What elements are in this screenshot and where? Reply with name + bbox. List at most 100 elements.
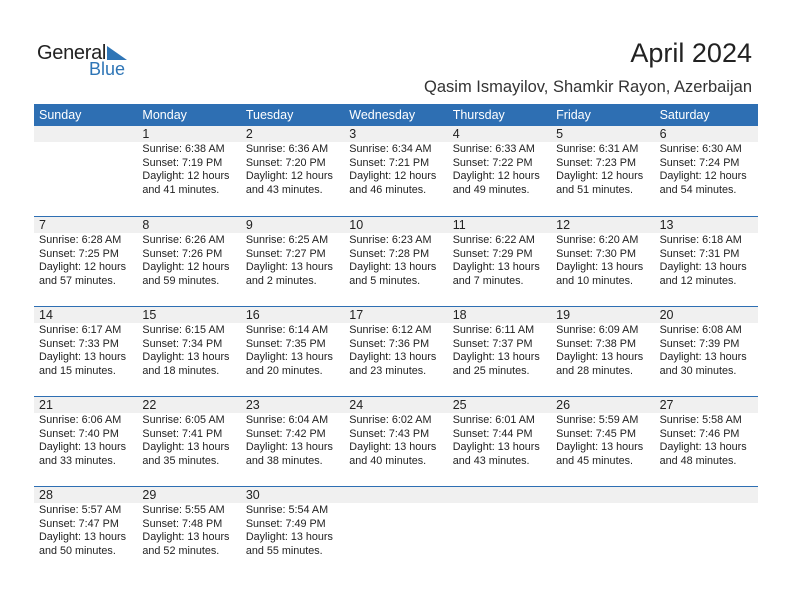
day-number: 17 <box>349 308 364 322</box>
day-number-band <box>34 126 758 142</box>
day-info: Sunrise: 6:33 AM Sunset: 7:22 PM Daylight:… <box>453 143 551 197</box>
day-daylight2: and 59 minutes. <box>142 274 220 287</box>
day-number: 6 <box>659 127 667 141</box>
day-info: Sunrise: 6:22 AM Sunset: 7:29 PM Daylight:… <box>453 234 551 288</box>
day-cell: 14 Sunrise: 6:17 AM Sunset: 7:33 PM Dayligh… <box>34 307 137 396</box>
day-sunrise: Sunrise: 6:31 AM <box>556 143 639 155</box>
day-daylight2: and 23 minutes. <box>349 364 427 377</box>
day-number-band <box>34 307 758 323</box>
day-daylight2: and 40 minutes. <box>349 454 427 467</box>
day-daylight2: and 7 minutes. <box>452 274 524 287</box>
day-daylight2: and 30 minutes. <box>659 364 737 377</box>
day-number: 15 <box>142 308 157 322</box>
day-daylight1: Daylight: 13 hours <box>452 261 540 274</box>
day-sunset: Sunset: 7:23 PM <box>556 156 636 169</box>
calendar-grid: Sunday Monday Tuesday Wednesday Thursday Frid… <box>34 104 758 576</box>
day-cell: 29 Sunrise: 5:55 AM Sunset: 7:48 PM Dayligh… <box>137 487 240 576</box>
day-info: Sunrise: 6:28 AM Sunset: 7:25 PM Daylight:… <box>39 234 137 288</box>
day-sunset: Sunset: 7:49 PM <box>245 517 326 530</box>
day-cell: 16 Sunrise: 6:14 AM Sunset: 7:35 PM Dayligh… <box>241 307 344 396</box>
day-daylight1: Daylight: 13 hours <box>556 351 644 364</box>
week-row: 14 Sunrise: 6:17 AM Sunset: 7:33 PM Dayligh… <box>34 306 758 396</box>
day-sunset: Sunset: 7:45 PM <box>556 427 636 440</box>
day-sunset: Sunset: 7:37 PM <box>452 337 533 350</box>
day-number: 23 <box>245 398 260 412</box>
day-cell: 13 Sunrise: 6:18 AM Sunset: 7:31 PM Dayligh… <box>655 217 758 306</box>
day-sunrise: Sunrise: 6:34 AM <box>349 143 432 155</box>
day-sunrise: Sunrise: 6:09 AM <box>556 324 639 336</box>
day-info: Sunrise: 6:14 AM Sunset: 7:35 PM Daylight:… <box>246 324 344 378</box>
day-sunset: Sunset: 7:35 PM <box>245 337 326 350</box>
day-cell: 22 Sunrise: 6:05 AM Sunset: 7:41 PM Dayligh… <box>137 397 240 486</box>
day-sunset: Sunset: 7:25 PM <box>39 247 119 260</box>
day-cell: 18 Sunrise: 6:11 AM Sunset: 7:37 PM Dayligh… <box>448 307 551 396</box>
day-info: Sunrise: 6:05 AM Sunset: 7:41 PM Daylight:… <box>142 414 240 468</box>
week-row: 1 Sunrise: 6:38 AM Sunset: 7:19 PM Daylight… <box>34 126 758 216</box>
day-cell <box>344 487 447 576</box>
day-sunrise: Sunrise: 6:11 AM <box>452 324 535 336</box>
day-daylight2: and 28 minutes. <box>556 364 633 377</box>
day-sunrise: Sunrise: 6:26 AM <box>142 234 225 246</box>
weekday-label: Tuesday <box>245 108 294 122</box>
day-info: Sunrise: 5:55 AM Sunset: 7:48 PM Daylight:… <box>142 504 240 558</box>
day-sunrise: Sunrise: 6:14 AM <box>245 324 329 336</box>
day-sunrise: Sunrise: 6:36 AM <box>245 143 329 155</box>
week-row: 28 Sunrise: 5:57 AM Sunset: 7:47 PM Dayligh… <box>34 486 758 576</box>
day-daylight1: Daylight: 13 hours <box>452 441 540 454</box>
day-daylight2: and 54 minutes. <box>659 183 737 196</box>
day-info: Sunrise: 5:58 AM Sunset: 7:46 PM Daylight:… <box>660 414 758 468</box>
day-sunrise: Sunrise: 6:30 AM <box>659 143 742 155</box>
day-number: 21 <box>39 398 53 412</box>
day-sunset: Sunset: 7:31 PM <box>659 247 740 260</box>
day-number: 12 <box>556 218 571 232</box>
day-daylight1: Daylight: 13 hours <box>556 261 644 274</box>
day-info: Sunrise: 6:18 AM Sunset: 7:31 PM Daylight:… <box>660 234 758 288</box>
day-sunrise: Sunrise: 6:06 AM <box>39 414 122 426</box>
day-cell: 5 Sunrise: 6:31 AM Sunset: 7:23 PM Daylight… <box>551 126 654 216</box>
day-sunset: Sunset: 7:44 PM <box>452 427 533 440</box>
day-daylight1: Daylight: 13 hours <box>556 441 644 454</box>
day-cell: 3 Sunrise: 6:34 AM Sunset: 7:21 PM Daylight… <box>344 126 447 216</box>
day-daylight2: and 43 minutes. <box>245 183 323 196</box>
day-sunrise: Sunrise: 6:08 AM <box>659 324 742 336</box>
day-info: Sunrise: 6:38 AM Sunset: 7:19 PM Daylight:… <box>142 143 240 197</box>
day-daylight1: Daylight: 13 hours <box>349 351 437 364</box>
day-info: Sunrise: 6:04 AM Sunset: 7:42 PM Daylight:… <box>246 414 344 468</box>
day-daylight2: and 33 minutes. <box>39 454 116 467</box>
day-sunset: Sunset: 7:19 PM <box>142 156 223 169</box>
weekday-label: Wednesday <box>349 108 416 122</box>
day-sunset: Sunset: 7:39 PM <box>659 337 740 350</box>
day-daylight2: and 45 minutes. <box>556 454 633 467</box>
day-daylight2: and 25 minutes. <box>452 364 530 377</box>
day-cell: 12 Sunrise: 6:20 AM Sunset: 7:30 PM Dayligh… <box>551 217 654 306</box>
day-daylight1: Daylight: 13 hours <box>245 261 333 274</box>
day-cell <box>448 487 551 576</box>
day-sunrise: Sunrise: 6:05 AM <box>142 414 225 426</box>
day-number: 27 <box>659 398 674 412</box>
day-info: Sunrise: 6:02 AM Sunset: 7:43 PM Daylight:… <box>349 414 447 468</box>
day-cell: 23 Sunrise: 6:04 AM Sunset: 7:42 PM Dayligh… <box>241 397 344 486</box>
day-info: Sunrise: 6:12 AM Sunset: 7:36 PM Daylight:… <box>349 324 447 378</box>
day-sunset: Sunset: 7:27 PM <box>245 247 326 260</box>
day-daylight1: Daylight: 13 hours <box>245 351 333 364</box>
day-daylight1: Daylight: 12 hours <box>142 170 230 183</box>
day-sunrise: Sunrise: 6:38 AM <box>142 143 225 155</box>
day-cell: 1 Sunrise: 6:38 AM Sunset: 7:19 PM Daylight… <box>137 126 240 216</box>
day-info: Sunrise: 6:01 AM Sunset: 7:44 PM Daylight:… <box>453 414 551 468</box>
day-daylight2: and 12 minutes. <box>659 274 737 287</box>
day-daylight1: Daylight: 13 hours <box>659 441 747 454</box>
day-sunset: Sunset: 7:28 PM <box>349 247 430 260</box>
day-sunrise: Sunrise: 6:18 AM <box>659 234 742 246</box>
day-sunset: Sunset: 7:36 PM <box>349 337 430 350</box>
day-info: Sunrise: 6:23 AM Sunset: 7:28 PM Daylight:… <box>349 234 447 288</box>
day-sunset: Sunset: 7:21 PM <box>349 156 430 169</box>
day-sunset: Sunset: 7:41 PM <box>142 427 223 440</box>
day-daylight2: and 2 minutes. <box>245 274 317 287</box>
day-sunrise: Sunrise: 6:22 AM <box>452 234 535 246</box>
day-daylight1: Daylight: 13 hours <box>349 261 437 274</box>
day-sunrise: Sunrise: 6:23 AM <box>349 234 432 246</box>
day-number: 11 <box>452 218 466 232</box>
day-daylight1: Daylight: 13 hours <box>142 441 230 454</box>
day-cell: 4 Sunrise: 6:33 AM Sunset: 7:22 PM Daylight… <box>448 126 551 216</box>
